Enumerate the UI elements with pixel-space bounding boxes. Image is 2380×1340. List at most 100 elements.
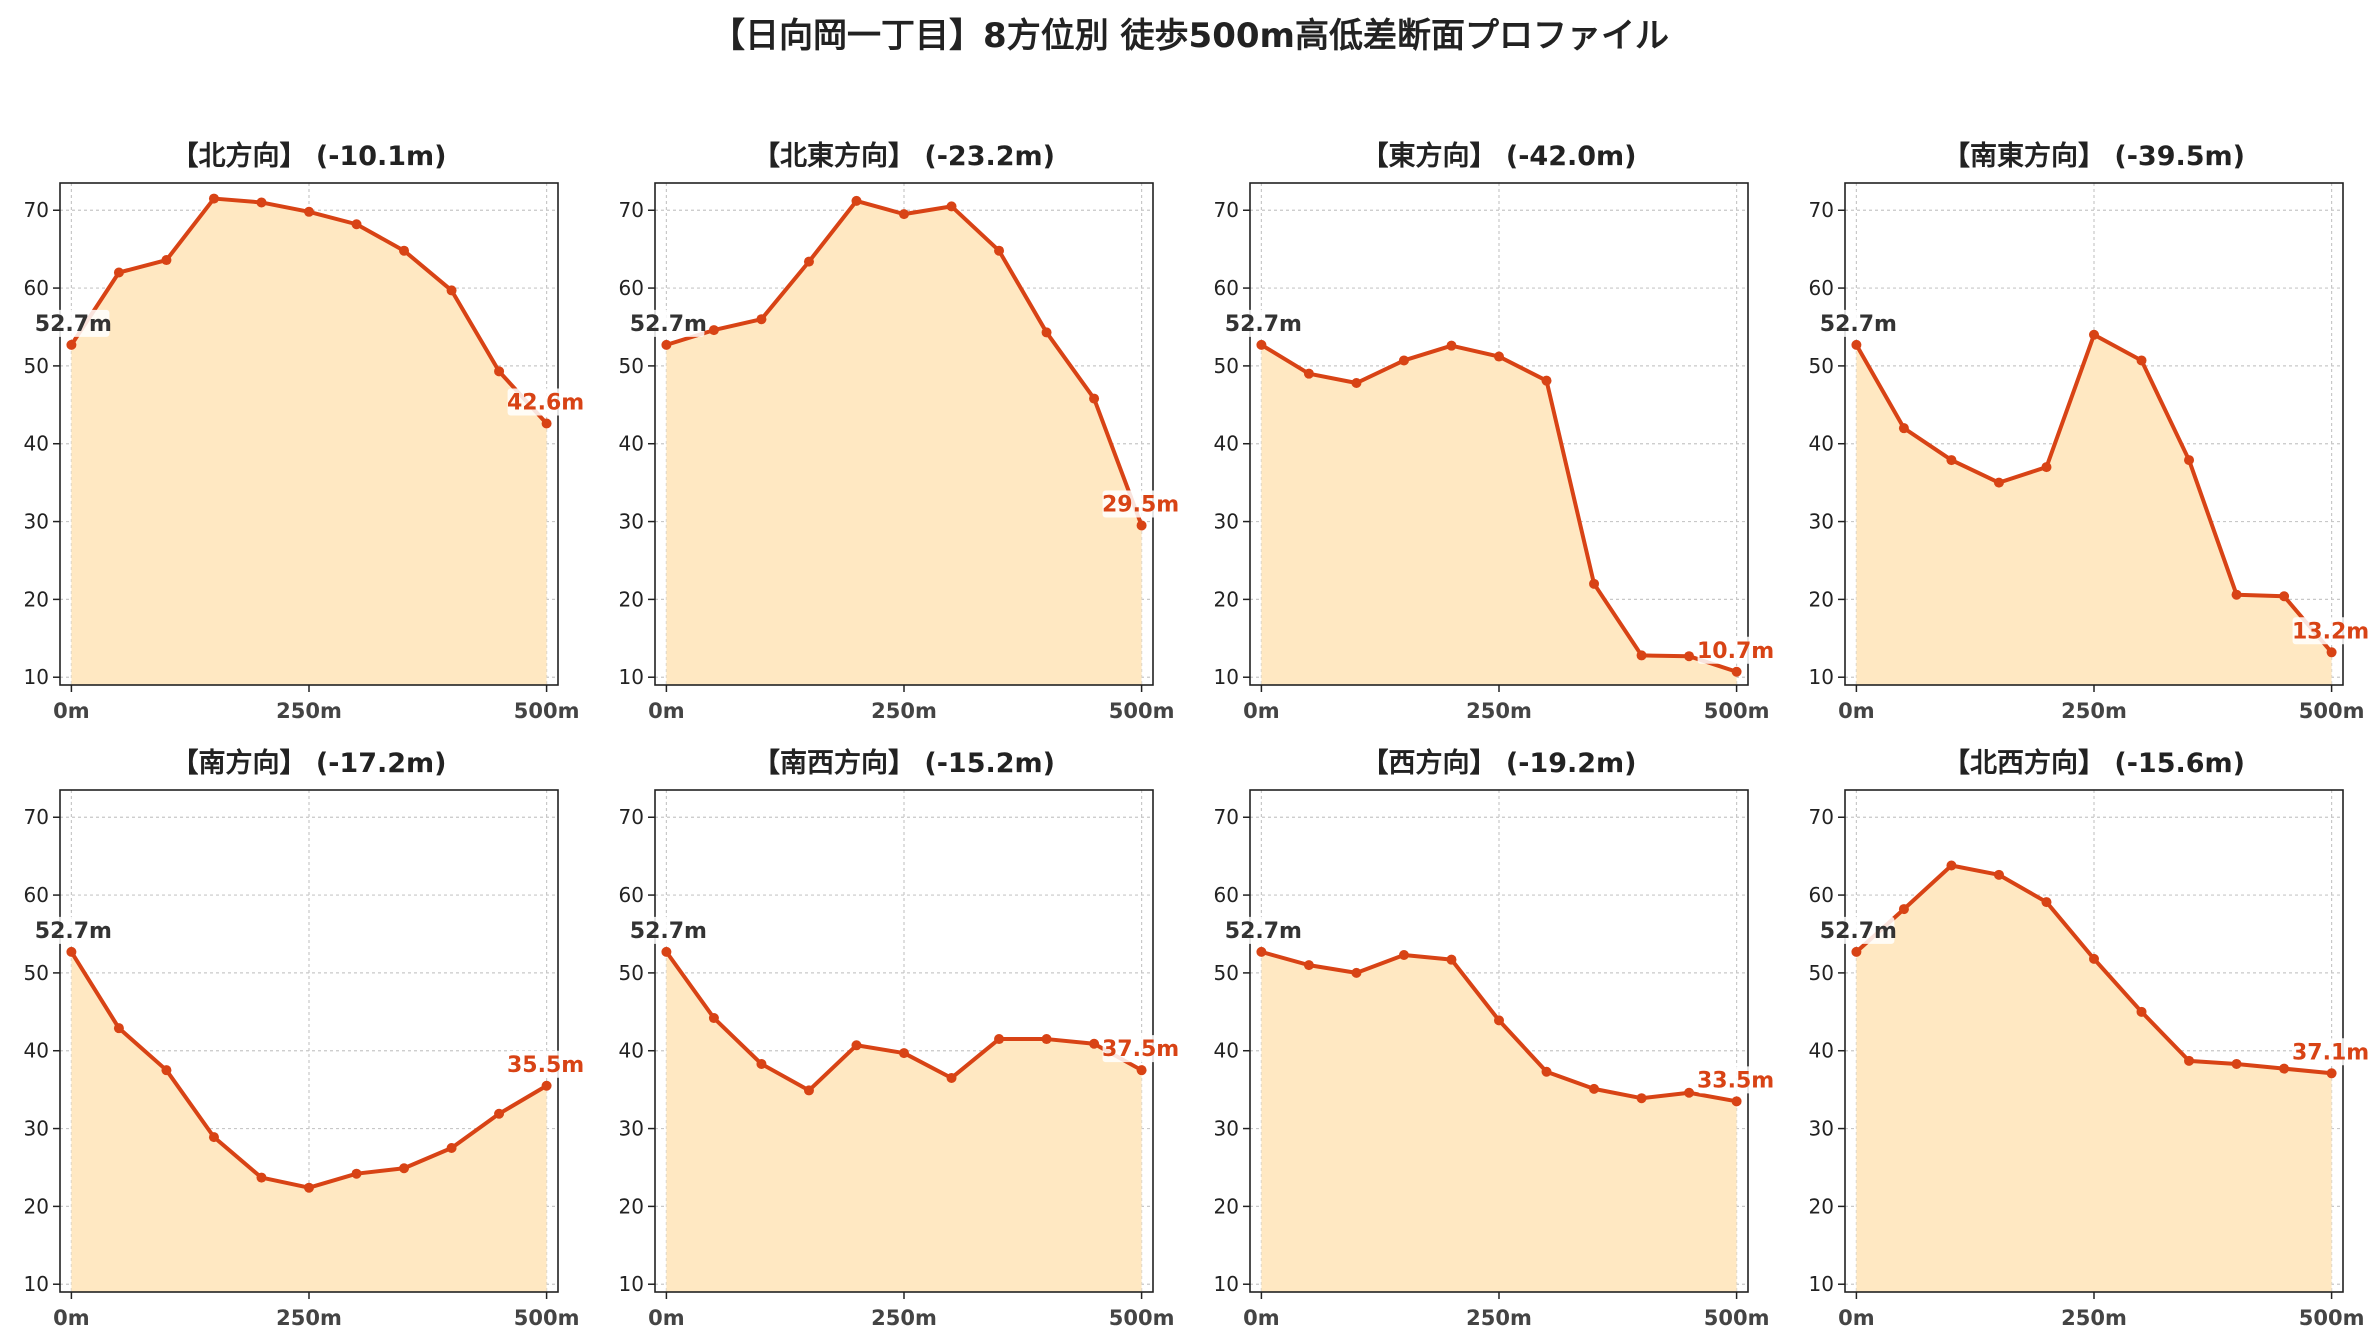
- profile-panel-8: 10 20 30 40 50 60 70 0m 250m 500m 【北西方向】 (-15.6m) 5…: [1809, 747, 2370, 1330]
- elevation-point: [399, 1163, 410, 1174]
- elevation-point: [946, 1072, 957, 1083]
- elevation-point: [113, 1023, 124, 1034]
- elevation-point: [1256, 946, 1267, 957]
- main-title: 【日向岡一丁目】8方位別 徒歩500m高低差断面プロファイル: [711, 16, 1669, 56]
- y-tick-label: 60: [1214, 883, 1239, 907]
- elevation-point: [1256, 339, 1267, 350]
- elevation-point: [208, 193, 219, 204]
- elevation-point: [1731, 1096, 1742, 1107]
- elevation-point: [66, 946, 77, 957]
- start-label-bg: [1820, 309, 1895, 337]
- elevation-point: [1541, 375, 1552, 386]
- elevation-point: [2184, 1055, 2195, 1066]
- elevation-point: [803, 1085, 814, 1096]
- y-tick-label: 50: [1214, 354, 1239, 378]
- elevation-point: [1398, 355, 1409, 366]
- elevation-point: [1898, 423, 1909, 434]
- x-tick-label: 500m: [514, 699, 580, 723]
- y-tick-label: 60: [24, 276, 49, 300]
- y-tick-label: 60: [1809, 276, 1834, 300]
- elevation-point: [1731, 666, 1742, 677]
- elevation-point: [494, 1108, 505, 1119]
- elevation-point: [1541, 1066, 1552, 1077]
- elevation-point: [1494, 1015, 1504, 1026]
- panel-title: 【南方向】 (-17.2m): [171, 747, 446, 779]
- elevation-point: [1351, 967, 1362, 978]
- panel-title: 【北東方向】 (-23.2m): [753, 140, 1055, 172]
- y-tick-label: 30: [24, 510, 49, 534]
- elevation-point: [2326, 1068, 2337, 1079]
- end-elevation-label: 35.5m: [507, 1053, 584, 1078]
- elevation-point: [351, 219, 362, 230]
- profile-panel-4: 10 20 30 40 50 60 70 0m 250m 500m 【南東方向】 (-39.5m) 5…: [1809, 140, 2370, 723]
- y-tick-label: 20: [1214, 587, 1239, 611]
- x-tick-label: 0m: [53, 1306, 90, 1330]
- elevation-point: [494, 366, 505, 377]
- elevation-point: [2279, 591, 2290, 602]
- end-elevation-label: 42.6m: [507, 390, 584, 415]
- x-tick-label: 500m: [2299, 1306, 2365, 1330]
- elevation-point: [161, 255, 172, 266]
- y-tick-label: 50: [1809, 354, 1834, 378]
- end-label-bg: [507, 1050, 584, 1078]
- elevation-point: [541, 418, 552, 429]
- elevation-point: [541, 1080, 552, 1091]
- elevation-point: [1136, 1065, 1147, 1076]
- elevation-point: [1398, 949, 1409, 960]
- start-elevation-label: 52.7m: [1820, 919, 1897, 944]
- x-tick-label: 250m: [1466, 1306, 1532, 1330]
- elevation-point: [1446, 340, 1457, 351]
- x-tick-label: 500m: [2299, 699, 2365, 723]
- elevation-area: [1856, 865, 2332, 1292]
- elevation-point: [256, 1172, 267, 1183]
- elevation-point: [1089, 393, 1100, 404]
- y-tick-label: 70: [619, 198, 644, 222]
- elevation-point: [208, 1132, 219, 1143]
- end-elevation-label: 33.5m: [1697, 1068, 1774, 1093]
- y-tick-label: 50: [619, 354, 644, 378]
- elevation-point: [661, 339, 672, 350]
- elevation-point: [1946, 860, 1957, 871]
- y-tick-label: 50: [1214, 961, 1239, 985]
- elevation-point: [803, 256, 814, 267]
- elevation-point: [2089, 953, 2099, 964]
- elevation-point: [1494, 351, 1504, 362]
- elevation-point: [1589, 1083, 1600, 1094]
- y-tick-label: 70: [24, 805, 49, 829]
- x-tick-label: 0m: [1838, 1306, 1875, 1330]
- y-tick-label: 30: [619, 510, 644, 534]
- x-tick-label: 250m: [1466, 699, 1532, 723]
- y-tick-label: 50: [619, 961, 644, 985]
- y-tick-label: 30: [619, 1117, 644, 1141]
- elevation-point: [66, 339, 77, 350]
- x-tick-label: 250m: [871, 699, 937, 723]
- y-tick-label: 60: [24, 883, 49, 907]
- start-label-bg: [1820, 916, 1895, 944]
- x-tick-label: 250m: [276, 699, 342, 723]
- start-label-bg: [35, 309, 110, 337]
- profile-panel-5: 10 20 30 40 50 60 70 0m 250m 500m 【南方向】 (-17.2m) 52…: [24, 747, 585, 1330]
- start-elevation-label: 52.7m: [35, 919, 112, 944]
- y-tick-label: 40: [24, 1039, 49, 1063]
- elevation-point: [1684, 1087, 1695, 1098]
- profile-panel-6: 10 20 30 40 50 60 70 0m 250m 500m 【南西方向】 (-15.2m) 5…: [619, 747, 1180, 1330]
- elevation-point: [994, 245, 1005, 256]
- end-elevation-label: 29.5m: [1102, 492, 1179, 517]
- x-tick-label: 0m: [53, 699, 90, 723]
- y-tick-label: 70: [24, 198, 49, 222]
- y-tick-label: 20: [24, 1194, 49, 1218]
- x-tick-label: 500m: [1704, 699, 1770, 723]
- y-tick-label: 70: [1809, 198, 1834, 222]
- elevation-point: [1636, 650, 1647, 661]
- elevation-point: [851, 1040, 862, 1051]
- elevation-point: [2041, 897, 2052, 908]
- panel-title: 【西方向】 (-19.2m): [1361, 747, 1636, 779]
- elevation-point: [994, 1034, 1005, 1045]
- y-tick-label: 10: [1809, 1272, 1834, 1296]
- y-tick-label: 70: [619, 805, 644, 829]
- elevation-point: [304, 206, 314, 217]
- end-elevation-label: 10.7m: [1697, 639, 1774, 664]
- elevation-point: [2326, 647, 2337, 658]
